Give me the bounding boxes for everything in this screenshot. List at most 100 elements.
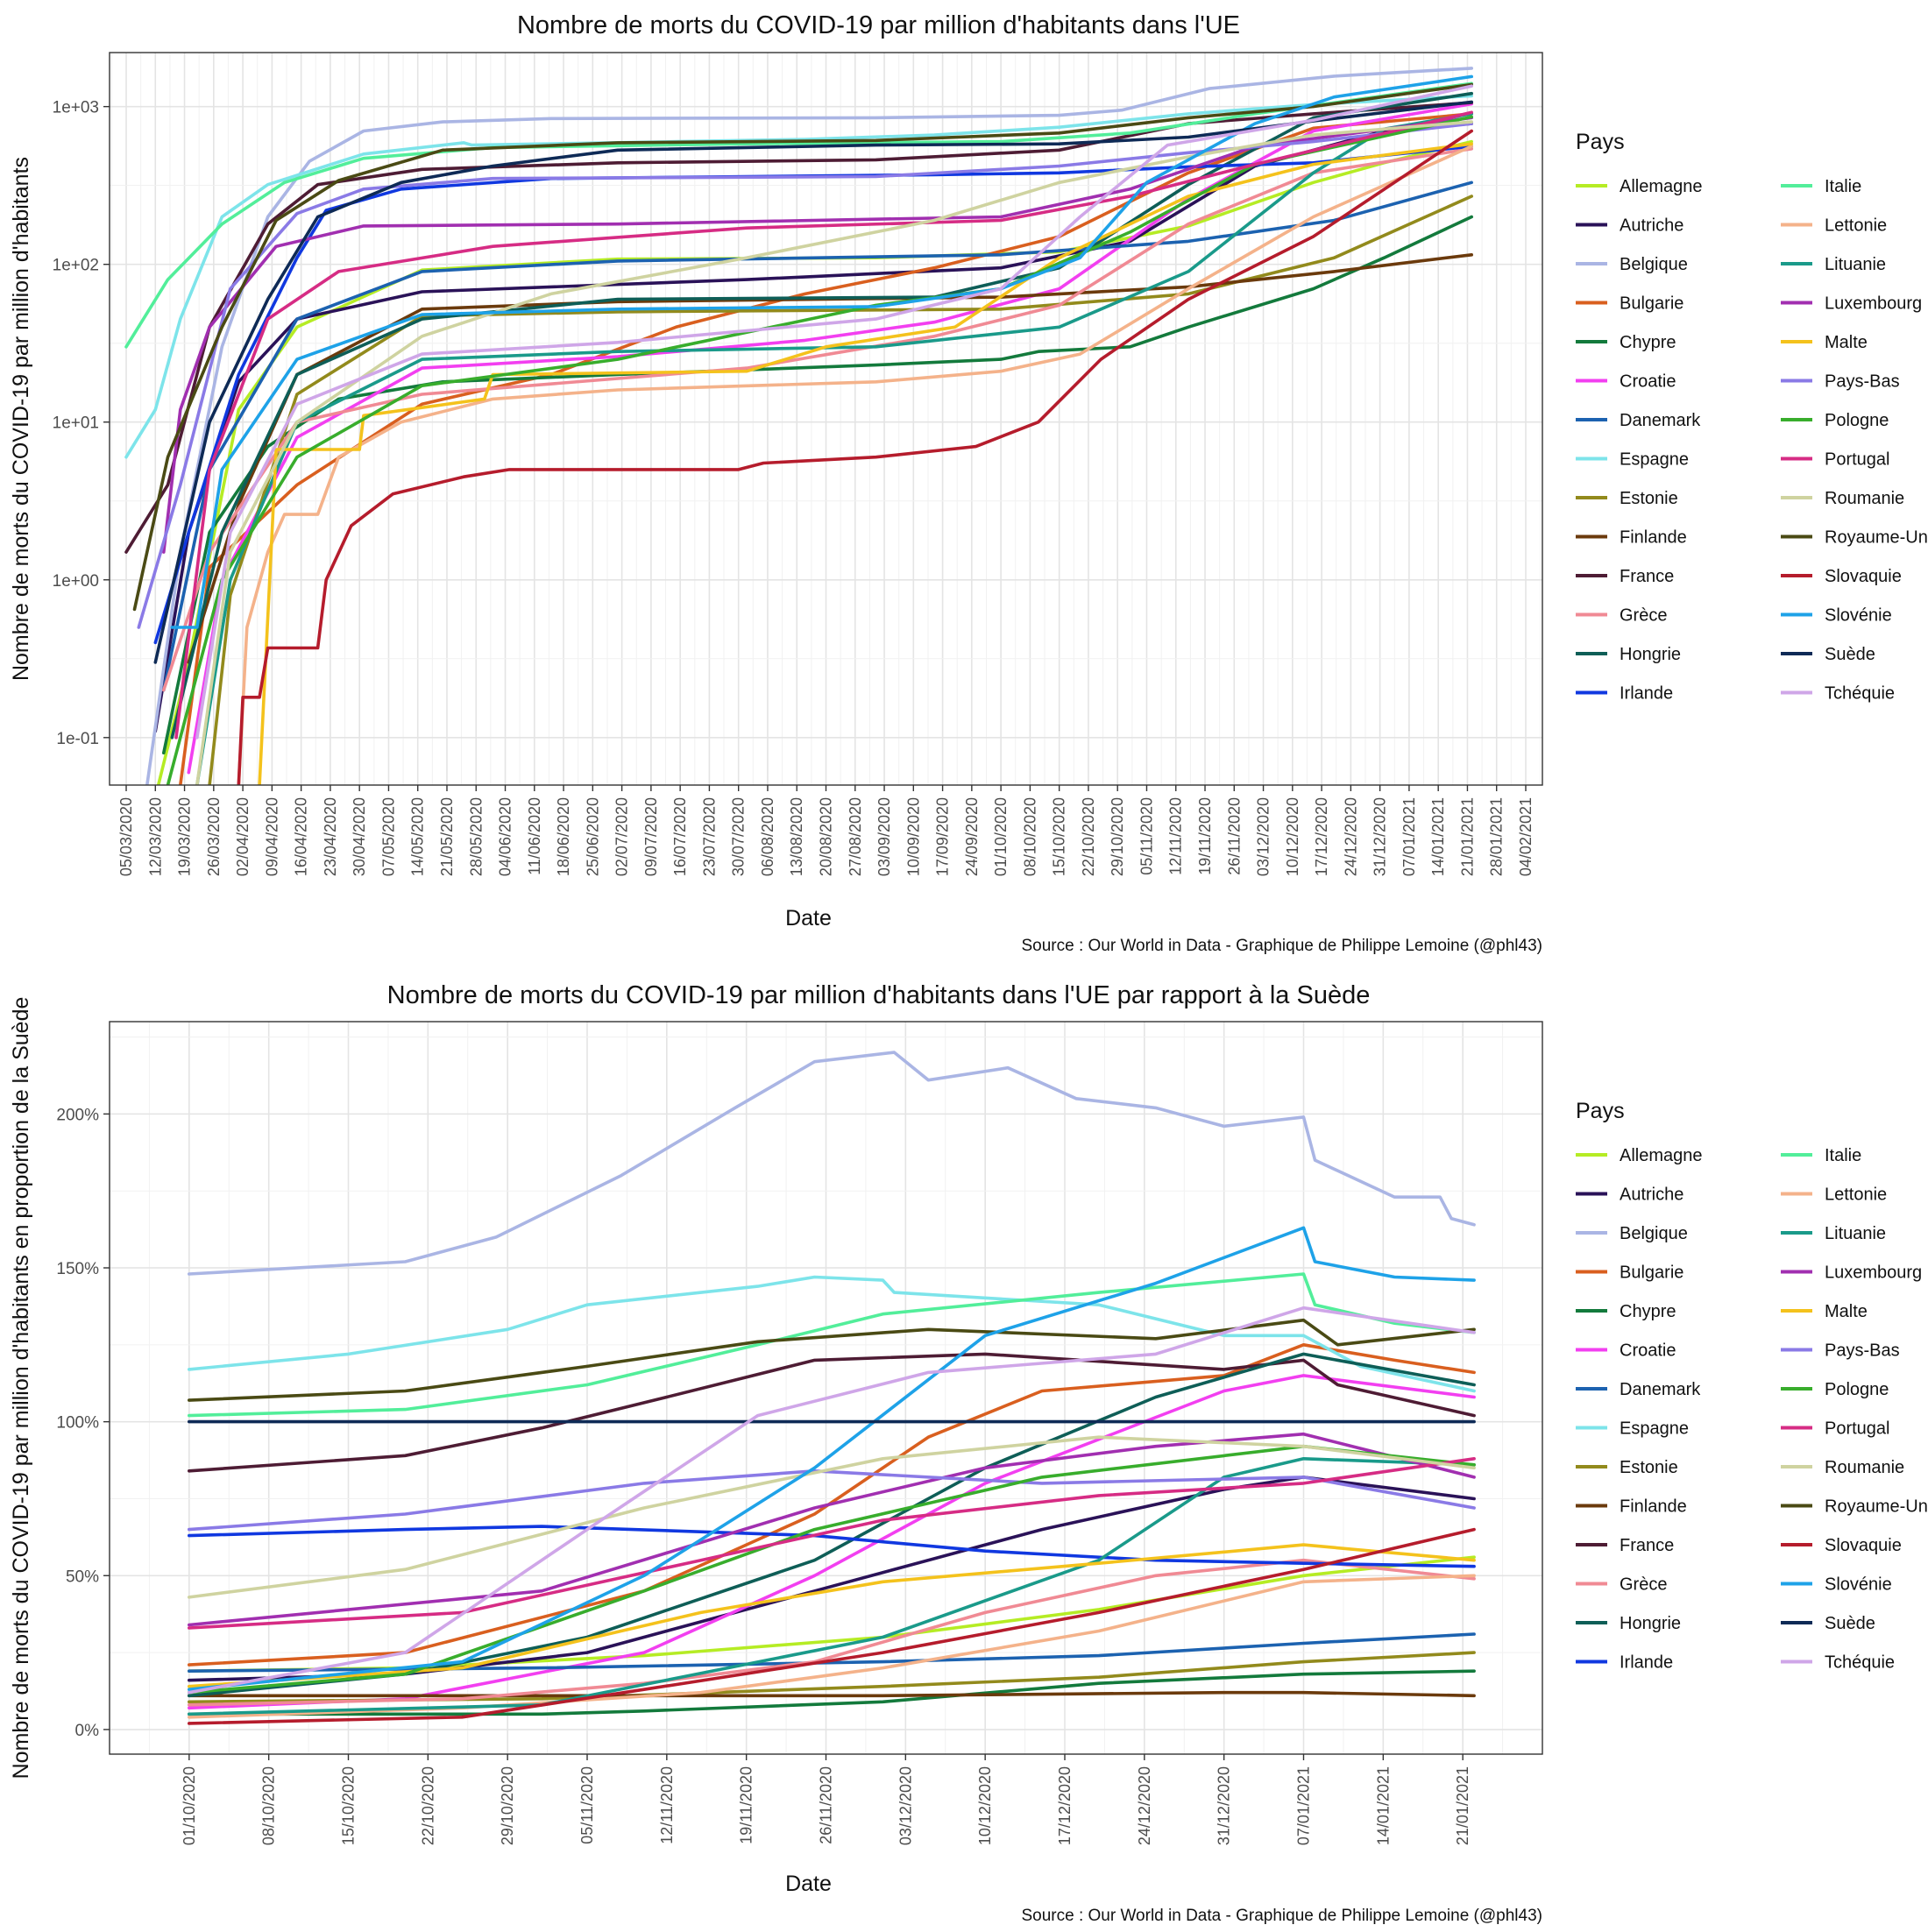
x-tick-label: 05/11/2020 (578, 1766, 596, 1844)
x-tick-label: 21/05/2020 (438, 797, 456, 876)
legend-item: Hongrie (1576, 645, 1681, 664)
legend-item: Roumanie (1781, 1458, 1904, 1477)
x-tick-label: 13/08/2020 (788, 797, 805, 876)
x-axis: 01/10/2020 08/10/2020 15/10/2020 22/10/2020… (181, 1754, 1471, 1845)
legend-label: Autriche (1620, 1185, 1683, 1205)
y-tick-label: 100% (56, 1414, 99, 1433)
x-tick-label: 03/09/2020 (875, 797, 893, 876)
legend-label: Croatie (1620, 1341, 1676, 1361)
x-tick-label: 02/04/2020 (234, 797, 252, 876)
y-axis: 1e-01 1e+00 1e+01 1e+02 1e+03 (53, 99, 110, 748)
legend-item: Estonie (1576, 489, 1678, 508)
legend-label: Italie (1825, 1146, 1861, 1165)
legend-label: Chypre (1620, 1302, 1676, 1321)
x-tick-label: 31/12/2020 (1216, 1766, 1233, 1845)
x-tick-label: 19/11/2020 (1196, 797, 1214, 875)
series-line-roumanie (188, 1435, 1476, 1599)
y-tick-label: 50% (66, 1568, 99, 1586)
x-tick-label: 23/07/2020 (700, 797, 718, 876)
legend-item: Slovénie (1781, 1575, 1892, 1595)
legend-label: Roumanie (1825, 489, 1904, 508)
x-tick-label: 02/07/2020 (613, 797, 631, 876)
x-tick-label: 15/10/2020 (1051, 797, 1068, 876)
legend-label: Portugal (1825, 450, 1890, 470)
legend-item: Allemagne (1576, 177, 1703, 196)
x-tick-label: 23/04/2020 (322, 797, 339, 876)
legend-item: Autriche (1576, 216, 1683, 236)
series-line-luxembourg (162, 116, 1473, 554)
legend-item: Croatie (1576, 372, 1676, 392)
legend-label: Irlande (1620, 1653, 1673, 1673)
chart-panel-2: 01/10/2020 08/10/2020 15/10/2020 22/10/2020… (9, 981, 1928, 1925)
legend-item: Italie (1781, 177, 1861, 196)
series-line-bulgarie (188, 1343, 1476, 1667)
legend-label: Slovénie (1825, 1575, 1892, 1595)
legend-label: Danemark (1620, 411, 1701, 430)
y-tick-label: 1e+00 (53, 572, 99, 591)
x-tick-label: 14/05/2020 (409, 797, 427, 876)
y-axis-label: Nombre de morts du COVID-19 par million … (9, 157, 33, 681)
legend-item: Bulgarie (1576, 294, 1683, 314)
legend-label: Estonie (1620, 489, 1678, 508)
legend-label: Lettonie (1825, 216, 1887, 236)
x-tick-label: 14/01/2021 (1429, 797, 1447, 876)
series-line-slovaquie (237, 129, 1473, 785)
series-line-espagne (124, 94, 1473, 459)
x-tick-label: 03/12/2020 (1255, 797, 1272, 876)
x-tick-label: 17/12/2020 (1313, 797, 1330, 876)
legend-item: Lettonie (1781, 216, 1887, 236)
legend-label: Royaume-Uni (1825, 528, 1928, 548)
legend-label: Italie (1825, 177, 1861, 196)
legend-label: Hongrie (1620, 1614, 1681, 1633)
series-line-pays-bas (188, 1469, 1476, 1532)
legend-label: Suède (1825, 1614, 1875, 1633)
legend-item: Chypre (1576, 1302, 1676, 1321)
x-tick-label: 10/12/2020 (1284, 797, 1301, 876)
legend-item: Espagne (1576, 450, 1689, 470)
legend-item: Royaume-Uni (1781, 528, 1928, 548)
legend-label: Luxembourg (1825, 294, 1922, 314)
x-tick-label: 21/01/2021 (1458, 797, 1476, 876)
legend-item: Bulgarie (1576, 1263, 1683, 1283)
legend-label: Grèce (1620, 1575, 1667, 1595)
series-line-estonie (188, 1651, 1476, 1704)
legend-label: Bulgarie (1620, 1263, 1683, 1283)
legend-item: Autriche (1576, 1185, 1683, 1205)
legend-item: France (1576, 567, 1674, 586)
legend-item: Roumanie (1781, 489, 1904, 508)
legend-label: Lituanie (1825, 255, 1886, 274)
legend-item: Pologne (1781, 411, 1889, 430)
legend-title: Pays (1576, 130, 1625, 154)
series-line-danemark (162, 180, 1473, 692)
x-tick-label: 04/02/2021 (1517, 797, 1535, 876)
y-tick-label: 150% (56, 1260, 99, 1278)
chart-panel-1: 05/03/2020 12/03/2020 19/03/2020 26/03/2020… (9, 11, 1928, 955)
x-tick-label: 10/12/2020 (976, 1766, 994, 1845)
legend-label: Allemagne (1620, 1146, 1703, 1165)
series-line-danemark (188, 1632, 1476, 1673)
x-tick-label: 09/07/2020 (642, 797, 660, 876)
y-tick-label: 1e+03 (53, 99, 99, 117)
legend-item: Pologne (1781, 1380, 1889, 1399)
x-tick-label: 31/12/2020 (1372, 797, 1389, 876)
y-tick-label: 1e+01 (53, 414, 99, 433)
y-tick-label: 1e-01 (56, 730, 99, 748)
legend-item: Luxembourg (1781, 1263, 1922, 1283)
legend-label: Pays-Bas (1825, 372, 1900, 392)
x-tick-label: 01/10/2020 (181, 1766, 198, 1845)
legend: Pays Allemagne Autriche Belgique Bulgarie Chy… (1576, 130, 1928, 704)
legend-label: Pays-Bas (1825, 1341, 1900, 1361)
legend-item: Portugal (1781, 450, 1890, 470)
legend-item: Grèce (1576, 606, 1667, 626)
x-tick-label: 29/10/2020 (1109, 797, 1126, 876)
x-tick-label: 08/10/2020 (1021, 797, 1038, 876)
x-tick-label: 22/10/2020 (1080, 797, 1097, 876)
x-tick-label: 12/11/2020 (658, 1766, 676, 1844)
x-tick-label: 18/06/2020 (555, 797, 572, 876)
series-line-suède (153, 100, 1473, 664)
legend-label: Roumanie (1825, 1458, 1904, 1477)
x-tick-label: 21/01/2021 (1454, 1766, 1471, 1845)
legend-item: Tchéquie (1781, 1653, 1895, 1673)
series-line-tchéquie (188, 1306, 1476, 1695)
legend-label: Espagne (1620, 1419, 1689, 1439)
